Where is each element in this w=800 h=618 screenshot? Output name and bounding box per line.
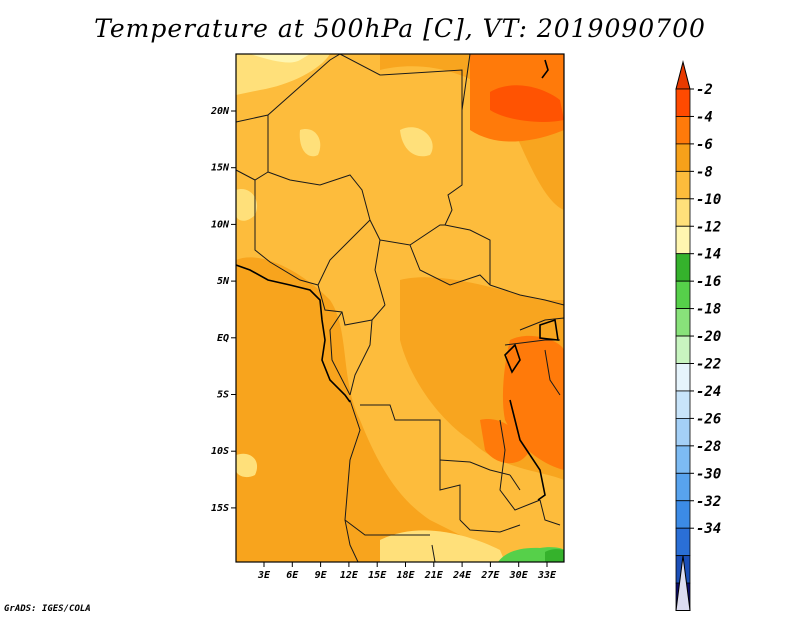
colorbar-swatch xyxy=(675,335,691,364)
colorbar-label: -8 xyxy=(696,164,713,180)
lon-label: 21E xyxy=(424,570,444,581)
lat-label: 15S xyxy=(211,503,229,514)
lat-label: 20N xyxy=(210,106,230,117)
colorbar-swatch xyxy=(675,417,691,447)
lat-label: 10S xyxy=(211,446,229,457)
warm-core-northeast xyxy=(490,85,564,122)
cool-patch-southwest xyxy=(236,453,258,478)
grads-credit: GrADS: IGES/COLA xyxy=(4,604,91,614)
lon-label: 18E xyxy=(396,570,415,581)
colorbar-label: -2 xyxy=(696,82,713,98)
colorbar-swatch xyxy=(675,225,691,255)
colorbar-label: -30 xyxy=(696,466,721,482)
longitude-axis: 3E 6E 9E 12E 15E 18E 21E 24E 27E 30E 33E xyxy=(257,562,557,581)
lon-label: 15E xyxy=(368,570,387,581)
chart-title: Temperature at 500hPa [C], VT: 201909070… xyxy=(94,14,706,43)
colorbar-swatch xyxy=(675,280,691,309)
lat-label: 5N xyxy=(217,276,230,287)
colorbar-swatch xyxy=(675,116,691,145)
colorbar-swatch xyxy=(675,445,691,474)
cool-patch-west xyxy=(236,189,258,221)
colorbar-swatch xyxy=(675,527,691,557)
lon-label: 27E xyxy=(480,570,500,581)
cool-zone-south xyxy=(380,530,505,562)
map-frame xyxy=(235,53,565,563)
map-panel xyxy=(236,54,564,562)
colorbar-swatch xyxy=(675,363,691,392)
colorbar-swatch xyxy=(675,143,691,172)
colorbar-label: -12 xyxy=(696,219,721,235)
lon-label: 12E xyxy=(340,570,359,581)
lon-label: 30E xyxy=(509,570,529,581)
cool-zone-northwest xyxy=(236,54,330,95)
cool-core-northwest xyxy=(250,54,310,63)
warm-patch-southeast xyxy=(480,419,530,464)
colorbar-label: -28 xyxy=(696,439,721,455)
country-borders xyxy=(236,54,564,562)
colorbar-label: -6 xyxy=(696,137,713,153)
colorbar-label: -14 xyxy=(696,247,721,263)
colorbar-label: -20 xyxy=(696,329,721,345)
colorbar-label: -34 xyxy=(696,521,721,537)
lon-label: 24E xyxy=(452,570,472,581)
cool-patch-sahara-2 xyxy=(400,127,433,157)
cool-patch-sahara-1 xyxy=(299,129,321,157)
colorbar-label: -16 xyxy=(696,274,721,290)
colorbar-label: -4 xyxy=(696,109,713,125)
colorbar-swatch xyxy=(675,472,691,502)
colorbar-swatch xyxy=(675,253,691,282)
temperature-zone-west-south xyxy=(236,257,472,562)
colorbar-swatch xyxy=(675,88,691,117)
colorbar-bottom-arrow xyxy=(675,555,691,612)
lon-label: 3E xyxy=(257,570,271,581)
colorbar: -2 -4 -6 -8 -10 -12 -14 -16 -18 -20 -22 -24 -26 -28 -3… xyxy=(675,60,721,612)
lon-label: 33E xyxy=(537,570,557,581)
colorbar-label: -10 xyxy=(696,192,721,208)
colorbar-swatch xyxy=(675,500,691,529)
colorbar-swatch xyxy=(675,198,691,227)
colorbar-label: -24 xyxy=(696,384,721,400)
lat-label: 5S xyxy=(217,390,229,401)
cold-core-southeast xyxy=(545,549,564,562)
lat-label: EQ xyxy=(217,333,229,344)
colorbar-swatch xyxy=(675,170,691,200)
latitude-axis: 20N 15N 10N 5N EQ 5S 10S 15S xyxy=(210,106,236,514)
colorbar-label: -26 xyxy=(696,411,721,427)
colorbar-label: -22 xyxy=(696,357,721,373)
lat-label: 15N xyxy=(211,163,230,174)
lon-label: 6E xyxy=(286,570,299,581)
colorbar-label: -32 xyxy=(696,494,721,510)
colorbar-label: -18 xyxy=(696,302,721,318)
colorbar-swatch xyxy=(675,390,691,419)
coastline xyxy=(236,59,559,501)
colorbar-top-arrow xyxy=(675,60,691,90)
lon-label: 9E xyxy=(315,570,328,581)
lat-label: 10N xyxy=(211,219,230,230)
colorbar-swatch xyxy=(675,308,691,337)
